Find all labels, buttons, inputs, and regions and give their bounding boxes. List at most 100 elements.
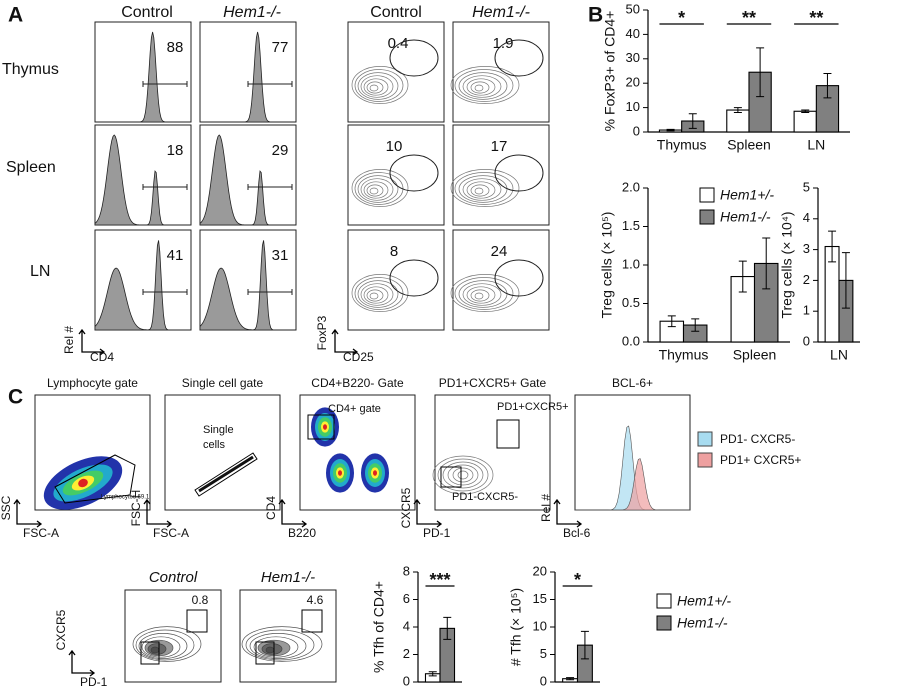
gate-percent: 31 bbox=[272, 247, 289, 264]
axis-label: PD-1 bbox=[423, 526, 451, 540]
gate-rect bbox=[307, 414, 335, 440]
axis-label: Bcl-6 bbox=[563, 526, 591, 540]
axis-label: PD-1 bbox=[80, 675, 108, 689]
gate-text: Single bbox=[203, 424, 234, 436]
significance: ** bbox=[742, 8, 756, 28]
contour bbox=[452, 467, 474, 483]
gate-line bbox=[247, 81, 293, 87]
contour bbox=[458, 72, 508, 100]
gate-text: PD1-CXCR5- bbox=[452, 491, 518, 503]
y-tick-label: 0 bbox=[403, 673, 410, 688]
y-axis-label: Treg cells (× 10⁴) bbox=[779, 211, 795, 318]
x-tick-label: Spleen bbox=[727, 137, 771, 153]
gate-title: CD4+B220- Gate bbox=[311, 376, 404, 390]
error-bar bbox=[666, 128, 675, 132]
y-tick-label: 15 bbox=[533, 591, 547, 606]
density bbox=[373, 470, 377, 476]
column-header: Control bbox=[121, 4, 173, 21]
legend-label: Hem1+/- bbox=[677, 593, 731, 609]
y-tick-label: 0.5 bbox=[622, 295, 640, 310]
axis-arrow bbox=[143, 498, 173, 528]
y-tick-label: 0 bbox=[803, 333, 810, 348]
error-bar bbox=[443, 616, 452, 640]
contour bbox=[474, 84, 484, 92]
density bbox=[78, 478, 88, 488]
contour bbox=[363, 286, 389, 304]
error-bar bbox=[733, 107, 742, 113]
y-tick-label: 4 bbox=[403, 618, 410, 633]
plot-frame bbox=[239, 589, 337, 683]
legend-label: Hem1-/- bbox=[677, 615, 728, 631]
y-tick-label: 4 bbox=[803, 210, 810, 225]
contour bbox=[249, 633, 307, 659]
gate-text: CD4+ gate bbox=[328, 403, 381, 415]
gate-percent: 0.4 bbox=[388, 35, 409, 52]
contour bbox=[357, 175, 399, 203]
y-tick-label: 0 bbox=[633, 123, 640, 138]
contour bbox=[354, 277, 404, 310]
legend-swatch bbox=[656, 593, 672, 609]
contour bbox=[470, 81, 490, 94]
y-tick-label: 5 bbox=[540, 646, 547, 661]
histogram-frame bbox=[94, 21, 192, 123]
plot-frame bbox=[434, 394, 551, 511]
axis-arrow bbox=[78, 328, 106, 356]
legend-label: Hem1-/- bbox=[720, 209, 771, 225]
axis-label: CD4 bbox=[264, 496, 278, 520]
significance: *** bbox=[429, 570, 450, 590]
gate-percent: 29 bbox=[272, 142, 289, 159]
contour bbox=[241, 626, 323, 662]
error-bar bbox=[667, 315, 676, 328]
contour bbox=[462, 283, 502, 306]
histogram bbox=[575, 458, 690, 511]
error-bar bbox=[801, 109, 810, 113]
legend-swatch bbox=[656, 615, 672, 631]
gate-percent: 0.8 bbox=[192, 593, 209, 607]
contour bbox=[357, 72, 399, 100]
error-bar bbox=[428, 671, 437, 677]
gate-title: PD1+CXCR5+ Gate bbox=[439, 376, 547, 390]
gate-rect bbox=[440, 466, 462, 488]
contour bbox=[462, 75, 502, 98]
contour bbox=[432, 455, 494, 495]
gate-ellipse bbox=[494, 259, 544, 297]
contour bbox=[141, 636, 181, 658]
plot-title: Control bbox=[149, 569, 198, 586]
column-header: Hem1-/- bbox=[472, 4, 530, 21]
y-axis-label: % Tfh of CD4+ bbox=[371, 581, 387, 673]
row-label: LN bbox=[30, 263, 50, 280]
contour bbox=[450, 66, 520, 104]
plot-title: Hem1-/- bbox=[261, 569, 315, 586]
histogram bbox=[95, 31, 191, 123]
error-bar bbox=[738, 260, 747, 293]
contour bbox=[450, 169, 520, 207]
y-tick-label: 8 bbox=[403, 563, 410, 578]
gate-rect bbox=[496, 419, 520, 449]
error-bar bbox=[762, 237, 771, 290]
y-tick-label: 20 bbox=[533, 563, 547, 578]
contour bbox=[366, 289, 384, 302]
axis-label: SSC bbox=[0, 495, 13, 520]
y-tick-label: 10 bbox=[626, 99, 640, 114]
x-tick-label: LN bbox=[830, 347, 848, 363]
error-bar bbox=[688, 113, 697, 129]
contour-frame bbox=[347, 124, 445, 226]
gate-line bbox=[142, 289, 188, 295]
contour-frame bbox=[347, 229, 445, 331]
contour bbox=[474, 187, 484, 195]
gate-polygon bbox=[54, 454, 136, 504]
y-tick-label: 6 bbox=[403, 591, 410, 606]
contour bbox=[245, 629, 315, 661]
contour bbox=[354, 172, 404, 205]
gate-rect bbox=[255, 641, 275, 665]
gate-ellipse bbox=[494, 39, 544, 77]
column-header: Hem1-/- bbox=[223, 4, 281, 21]
gate-percent: 18 bbox=[167, 142, 184, 159]
histogram bbox=[94, 240, 191, 331]
y-tick-label: 2 bbox=[403, 646, 410, 661]
legend-swatch bbox=[699, 209, 715, 225]
legend-swatch bbox=[697, 431, 713, 447]
contour bbox=[470, 184, 490, 197]
axis-label: CXCR5 bbox=[399, 487, 413, 528]
